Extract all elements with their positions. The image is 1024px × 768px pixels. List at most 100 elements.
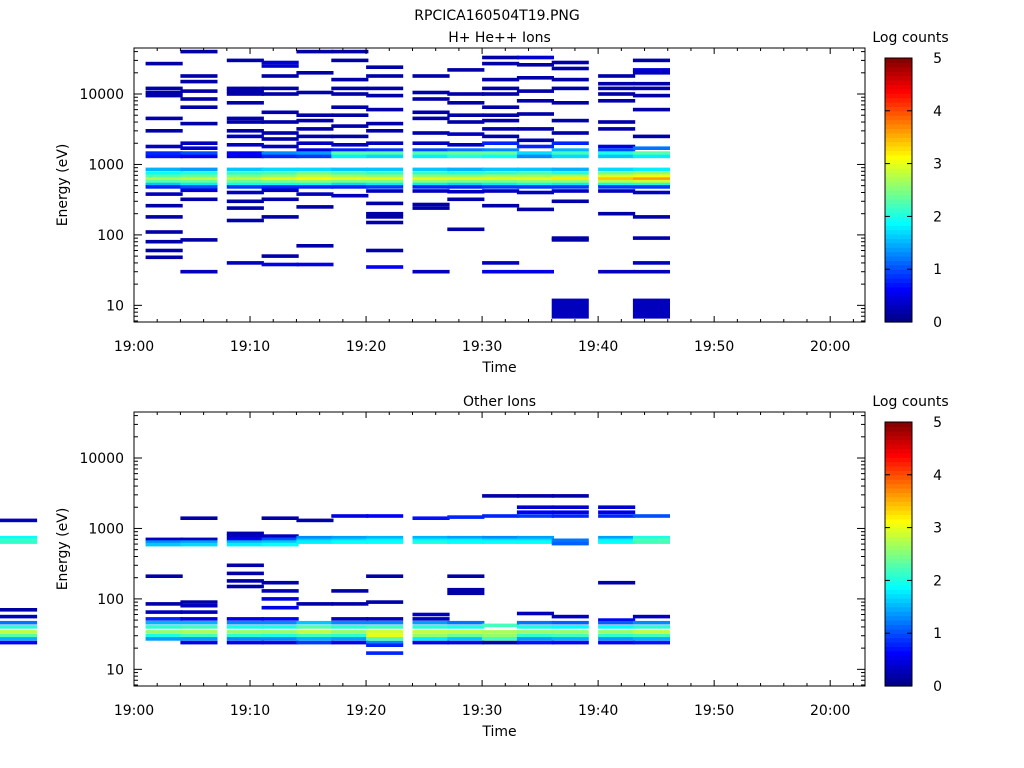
spectrogram-cell <box>551 151 589 155</box>
colorbar-segment <box>885 172 912 178</box>
spectrogram-cell <box>331 167 369 172</box>
spectrogram-cell <box>296 625 334 629</box>
spectrogram-cell <box>632 134 670 139</box>
colorbar-segment <box>885 75 912 81</box>
spectrogram-cell <box>331 602 369 606</box>
spectrogram-cell <box>296 620 334 625</box>
spectrogram-cell <box>598 185 636 189</box>
colorbar-segment <box>885 313 912 319</box>
spectrogram-cell <box>296 151 334 155</box>
spectrogram-cell <box>516 185 554 189</box>
spectrogram-cell <box>0 540 38 544</box>
colorbar-tick-label: 0 <box>933 679 942 695</box>
spectrogram-cell <box>226 630 264 634</box>
spectrogram-cell <box>180 542 218 547</box>
spectrogram-cell <box>261 620 299 625</box>
spectrogram-cell <box>261 625 299 629</box>
colorbar-segment <box>885 655 912 661</box>
spectrogram-cell <box>366 574 404 578</box>
spectrogram-cell <box>180 610 218 614</box>
spectrogram-cell <box>412 612 450 617</box>
spectrogram-cell <box>598 540 636 544</box>
colorbar-segment <box>885 664 912 669</box>
colorbar-segment <box>885 479 912 485</box>
spectrogram-cell <box>145 192 183 196</box>
spectrogram-cell <box>145 633 183 638</box>
colorbar-segment <box>885 444 912 449</box>
colorbar-segment <box>885 466 912 471</box>
colorbar-segment <box>885 132 912 138</box>
spectrogram-cell <box>145 93 183 98</box>
spectrogram-cell <box>516 99 554 103</box>
spectrogram-cell <box>482 105 520 109</box>
spectrogram-cell <box>482 92 520 96</box>
spectrogram-cell <box>551 189 589 193</box>
spectrogram-cell <box>366 248 404 253</box>
spectrogram-cell <box>145 542 183 547</box>
spectrogram-cell <box>482 630 520 634</box>
spectrogram-cell <box>632 637 670 641</box>
spectrogram-cell <box>180 146 218 150</box>
spectrogram-cell <box>551 620 589 625</box>
spectrogram-cell <box>226 537 264 542</box>
spectrogram-cell <box>145 171 183 176</box>
colorbar-segment <box>885 554 912 559</box>
spectrogram-cell <box>145 230 183 234</box>
spectrogram-cell <box>331 637 369 641</box>
colorbar-label: Log counts <box>872 394 948 410</box>
spectrogram-cell <box>180 603 218 608</box>
spectrogram-cell <box>180 600 218 604</box>
spectrogram-cell <box>632 620 670 625</box>
spectrogram-cell <box>180 185 218 189</box>
colorbar-segment <box>885 264 912 270</box>
spectrogram-cell <box>447 132 485 136</box>
y-tick-label: 100 <box>97 228 124 244</box>
spectrogram-cell <box>366 215 404 219</box>
colorbar-segment <box>885 545 912 551</box>
spectrogram-cell <box>0 614 38 619</box>
spectrogram-cell <box>296 637 334 641</box>
spectrogram-cell <box>296 148 334 152</box>
spectrogram-cell <box>516 174 554 179</box>
colorbar-segment <box>885 286 912 292</box>
colorbar-segment <box>885 593 912 599</box>
colorbar-segment <box>885 650 912 656</box>
spectrogram-cell <box>226 579 264 583</box>
spectrogram-cell <box>366 185 404 189</box>
spectrogram-cell <box>598 189 636 193</box>
spectrogram-cell <box>180 167 218 172</box>
spectrogram-cell <box>145 185 183 189</box>
colorbar-segment <box>885 677 912 683</box>
spectrogram-cell <box>447 120 485 124</box>
colorbar-segment <box>885 238 912 244</box>
spectrogram-cell <box>482 640 520 645</box>
spectrogram-cell <box>180 171 218 176</box>
colorbar-segment <box>885 159 912 165</box>
spectrogram-cell <box>296 154 334 159</box>
spectrogram-cell <box>632 71 670 75</box>
spectrogram-cell <box>261 144 299 149</box>
spectrogram-cell <box>261 633 299 638</box>
spectrogram-cell <box>412 90 450 95</box>
colorbar-segment <box>885 558 912 564</box>
spectrogram-cell <box>551 238 589 242</box>
spectrogram-cell <box>261 589 299 593</box>
panel-title: H+ He++ Ions <box>448 30 551 46</box>
spectrogram-cell <box>447 630 485 634</box>
colorbar-segment <box>885 620 912 625</box>
colorbar-segment <box>885 624 912 630</box>
spectrogram-cell <box>261 540 299 544</box>
spectrogram-cell <box>331 154 369 159</box>
x-tick-label: 19:40 <box>578 339 618 355</box>
spectrogram-cell <box>226 182 264 187</box>
spectrogram-cell <box>226 89 264 93</box>
spectrogram-cell <box>226 584 264 589</box>
y-tick-label: 1000 <box>88 521 124 537</box>
spectrogram-cell <box>261 154 299 159</box>
spectrogram-cell <box>145 167 183 172</box>
spectrogram-cell <box>516 144 554 149</box>
spectrogram-cell <box>366 633 404 638</box>
spectrogram-cell <box>180 630 218 634</box>
spectrogram-cell <box>551 60 589 65</box>
spectrogram-cell <box>366 107 404 112</box>
